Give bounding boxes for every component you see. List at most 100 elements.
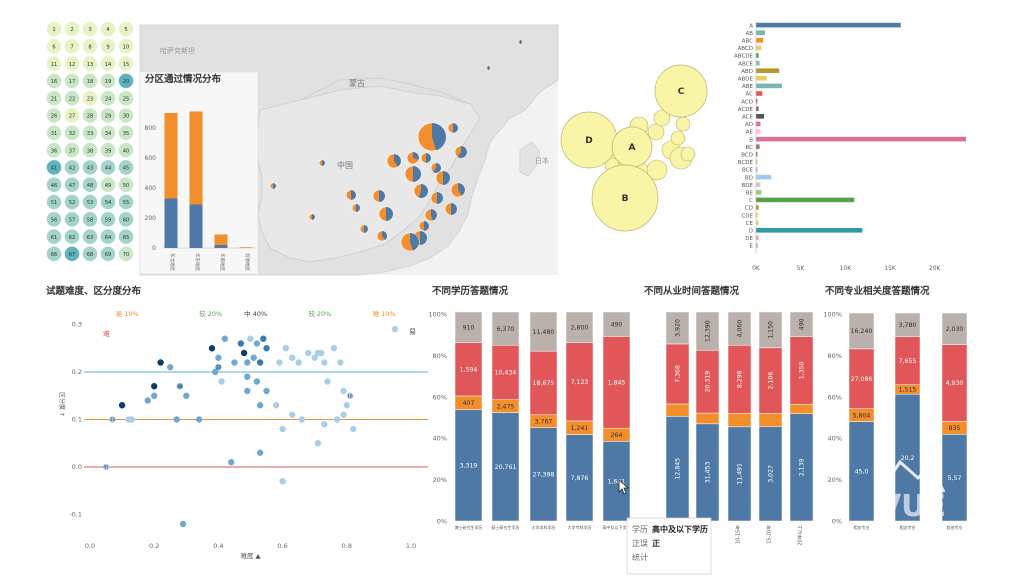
grid-cell[interactable] xyxy=(64,38,80,55)
grid-cell[interactable] xyxy=(46,142,62,158)
grid-cell[interactable] xyxy=(46,73,62,89)
answer-bar[interactable] xyxy=(756,114,765,119)
grid-cell[interactable] xyxy=(118,21,134,37)
difficulty-point[interactable] xyxy=(240,349,248,357)
answer-bar[interactable] xyxy=(756,220,759,225)
grid-cell[interactable] xyxy=(64,142,80,158)
difficulty-point[interactable] xyxy=(333,416,341,423)
major-bar-segment[interactable] xyxy=(848,312,875,350)
grid-cell[interactable] xyxy=(118,38,134,55)
grid-cell[interactable] xyxy=(82,228,98,245)
grid-cell[interactable] xyxy=(100,159,116,176)
grid-cell[interactable] xyxy=(46,245,62,262)
difficulty-point[interactable] xyxy=(260,335,267,342)
answer-bar[interactable] xyxy=(756,106,759,111)
grid-cell[interactable] xyxy=(82,90,98,107)
grid-cell[interactable] xyxy=(64,21,80,37)
grid-cell[interactable] xyxy=(64,73,80,89)
grid-cell[interactable] xyxy=(118,124,134,141)
answer-bar[interactable] xyxy=(756,136,966,142)
map-pie-blue[interactable] xyxy=(394,154,401,167)
grid-cell[interactable] xyxy=(118,142,134,158)
answer-bar[interactable] xyxy=(756,121,761,127)
answer-bar[interactable] xyxy=(756,197,855,203)
map-pie-blue[interactable] xyxy=(453,123,458,133)
grid-cell[interactable] xyxy=(46,211,62,228)
map-pie-blue[interactable] xyxy=(443,171,450,185)
difficulty-point[interactable] xyxy=(231,359,238,366)
answer-bar[interactable] xyxy=(756,129,761,134)
answer-bar[interactable] xyxy=(756,205,759,210)
difficulty-point[interactable] xyxy=(253,378,261,385)
experience-bar-segment[interactable] xyxy=(665,403,690,417)
grid-cell[interactable] xyxy=(64,124,80,141)
map-pie-blue[interactable] xyxy=(431,209,437,221)
difficulty-point[interactable] xyxy=(253,340,261,347)
answer-bar[interactable] xyxy=(756,45,762,51)
difficulty-point[interactable] xyxy=(276,359,283,366)
education-bar-segment[interactable] xyxy=(454,311,483,343)
experience-bar-segment[interactable] xyxy=(665,311,690,345)
education-bar-segment[interactable] xyxy=(529,311,558,352)
education-bar-segment[interactable] xyxy=(565,342,594,422)
answer-bar[interactable] xyxy=(756,144,760,149)
grid-cell[interactable] xyxy=(100,245,116,262)
regional-bar-segment[interactable] xyxy=(164,113,178,199)
major-bar-segment[interactable] xyxy=(848,421,875,522)
answer-bar[interactable] xyxy=(756,30,765,35)
grid-cell[interactable] xyxy=(100,211,116,228)
grid-cell[interactable] xyxy=(46,21,62,37)
grid-cell[interactable] xyxy=(100,142,116,158)
regional-bar-segment[interactable] xyxy=(189,111,203,205)
difficulty-point[interactable] xyxy=(289,411,296,418)
map-pie-blue[interactable] xyxy=(451,203,457,215)
major-bar-segment[interactable] xyxy=(941,312,968,345)
map-pie-blue[interactable] xyxy=(364,225,368,233)
answer-bar[interactable] xyxy=(756,60,760,66)
map-pie-blue[interactable] xyxy=(273,183,276,189)
difficulty-point[interactable] xyxy=(244,373,251,380)
regional-bar-segment[interactable] xyxy=(214,245,228,248)
map-pie-blue[interactable] xyxy=(410,233,420,251)
difficulty-point[interactable] xyxy=(256,449,264,456)
map-pie-blue[interactable] xyxy=(382,231,387,241)
grid-cell[interactable] xyxy=(82,55,98,72)
difficulty-point[interactable] xyxy=(167,364,174,371)
answer-bar[interactable] xyxy=(756,152,758,157)
map-pie-blue[interactable] xyxy=(520,40,522,44)
regional-bar-chart[interactable]: 0 200 400 600 800 东北地区 华东地区 华南地区 其他地区 xyxy=(145,111,256,272)
bubble-small[interactable] xyxy=(670,130,686,146)
grid-cell[interactable] xyxy=(100,38,116,55)
education-bar-segment[interactable] xyxy=(565,434,594,522)
grid-cell[interactable] xyxy=(46,55,62,72)
difficulty-point[interactable] xyxy=(151,392,158,399)
grid-cell[interactable] xyxy=(82,176,98,193)
answer-bubble-chart[interactable]: C D A B xyxy=(560,64,708,232)
experience-stacked-chart[interactable]: 12,8457,3683,9205年以下31,45320,31912,3905-… xyxy=(665,311,814,546)
map-pie-markers[interactable] xyxy=(269,39,523,252)
major-stacked-chart[interactable]: 0% 20% 40% 60% 80% 100% 45,0 5,804 27,086 16,240 相… xyxy=(823,311,968,531)
bubble-large[interactable] xyxy=(654,64,708,118)
experience-bar-segment[interactable] xyxy=(789,311,814,337)
major-bar-segment[interactable] xyxy=(894,312,921,337)
answer-bar[interactable] xyxy=(756,91,763,96)
difficulty-point[interactable] xyxy=(109,416,116,423)
difficulty-point[interactable] xyxy=(176,383,184,390)
difficulty-point[interactable] xyxy=(237,340,245,347)
difficulty-point[interactable] xyxy=(298,416,306,423)
difficulty-point[interactable] xyxy=(247,335,254,342)
answer-bar[interactable] xyxy=(756,167,758,172)
difficulty-point[interactable] xyxy=(250,354,257,361)
grid-cell[interactable] xyxy=(46,228,62,245)
difficulty-point[interactable] xyxy=(263,345,270,352)
difficulty-point[interactable] xyxy=(144,397,151,404)
map-pie-blue[interactable] xyxy=(322,160,325,166)
difficulty-point[interactable] xyxy=(228,459,235,466)
difficulty-point[interactable] xyxy=(289,354,296,361)
education-bar-segment[interactable] xyxy=(454,409,483,522)
grid-cell[interactable] xyxy=(82,245,98,262)
map-pie-blue[interactable] xyxy=(420,231,427,245)
grid-cell[interactable] xyxy=(64,176,80,193)
major-bar-segment[interactable] xyxy=(941,344,968,422)
grid-cell[interactable] xyxy=(64,90,80,107)
